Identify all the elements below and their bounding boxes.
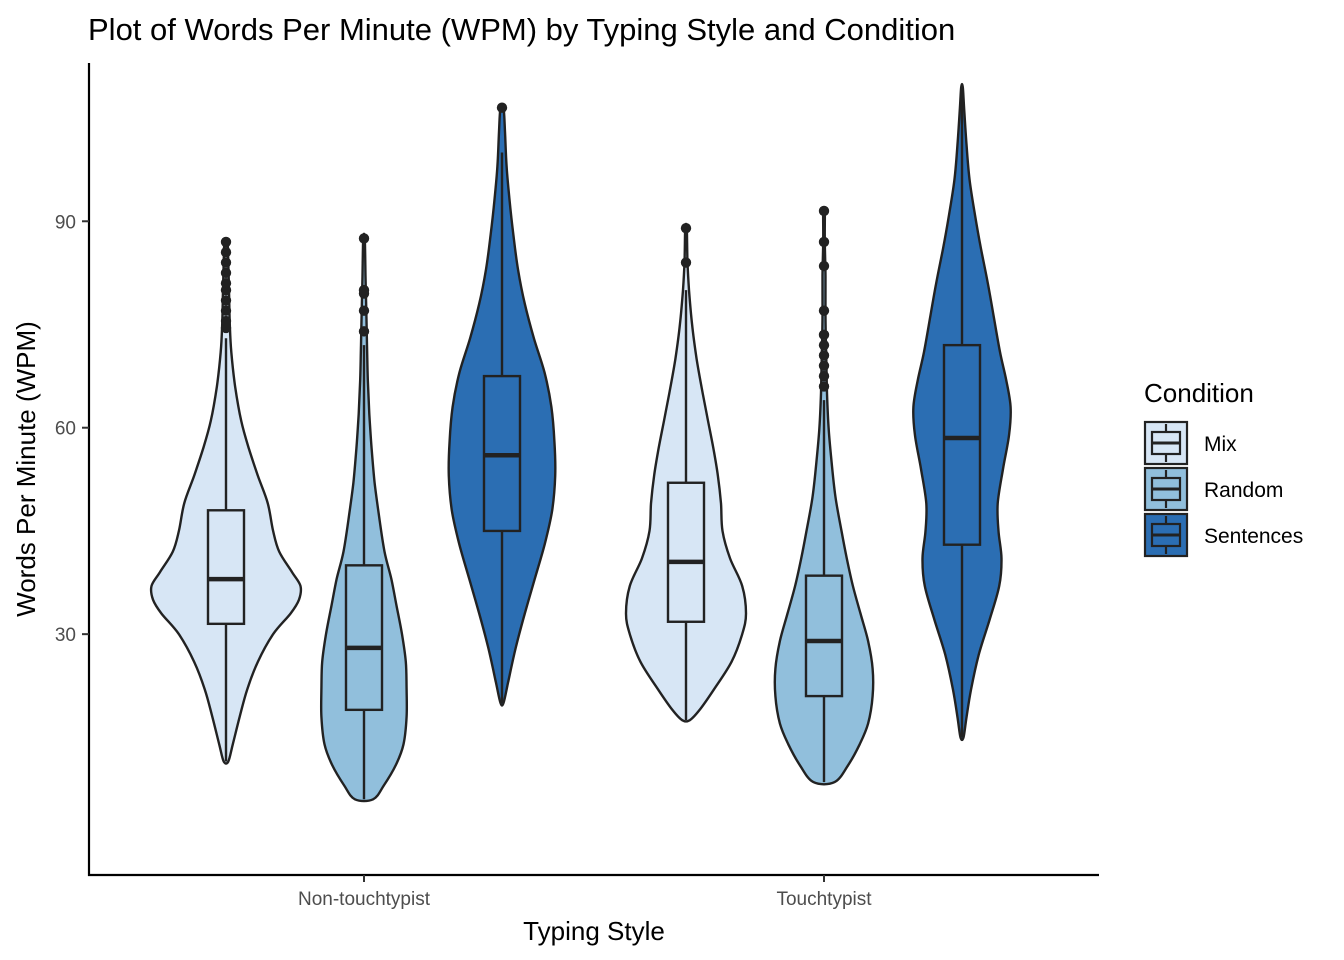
x-axis-title: Typing Style (523, 916, 665, 946)
violin-group-touchtypist-sentences (912, 82, 1012, 742)
violin-group-touchtypist-random (773, 205, 875, 786)
violin-group-non-touchtypist-mix (149, 236, 303, 765)
outlier-point-non-touchtypist-mix-7 (220, 257, 232, 268)
legend-item-random: Random (1143, 466, 1283, 512)
box-touchtypist-random (804, 574, 844, 698)
outlier-point-non-touchtypist-mix-3 (220, 295, 232, 306)
box-touchtypist-sentences (942, 343, 982, 546)
legend-item-sentences: Sentences (1143, 512, 1303, 558)
outlier-point-touchtypist-random-8 (818, 236, 830, 248)
outlier-point-non-touchtypist-random-3 (358, 284, 370, 296)
violin-group-non-touchtypist-sentences (447, 102, 557, 707)
y-axis-ticks: 30 60 90 (55, 212, 89, 646)
outlier-point-touchtypist-random-2 (818, 360, 830, 371)
y-tick-label-90: 90 (55, 212, 76, 233)
outlier-point-touchtypist-random-9 (818, 205, 830, 217)
outlier-point-non-touchtypist-random-4 (358, 233, 370, 244)
y-tick-label-30: 30 (55, 625, 76, 646)
legend-title: Condition (1144, 378, 1254, 408)
legend: Condition Mix Random Sentences (1143, 378, 1303, 558)
violin-group-touchtypist-mix (624, 222, 748, 723)
x-axis-ticks: Non-touchtypist Touchtypist (298, 875, 872, 910)
outlier-point-touchtypist-random-0 (818, 381, 830, 392)
x-tick-label-non-touchtypist: Non-touchtypist (298, 889, 431, 910)
legend-label-random: Random (1204, 479, 1283, 502)
legend-items: Mix Random Sentences (1143, 420, 1303, 558)
box-non-touchtypist-random (344, 564, 384, 712)
outlier-point-touchtypist-random-5 (818, 329, 830, 341)
y-axis-title: Words Per Minute (WPM) (11, 321, 41, 617)
plot-area (149, 82, 1012, 803)
legend-item-mix: Mix (1143, 420, 1237, 466)
outlier-point-non-touchtypist-mix-5 (220, 278, 232, 289)
violin-group-non-touchtypist-random (319, 232, 409, 803)
outlier-point-touchtypist-mix-0 (680, 257, 692, 268)
x-tick-label-touchtypist: Touchtypist (776, 889, 872, 910)
outlier-point-non-touchtypist-mix-8 (220, 247, 232, 258)
chart-title: Plot of Words Per Minute (WPM) by Typing… (88, 12, 955, 47)
outlier-point-non-touchtypist-random-1 (358, 305, 370, 316)
outlier-point-non-touchtypist-mix-9 (220, 236, 232, 248)
outlier-point-non-touchtypist-mix-1 (220, 315, 232, 327)
box-touchtypist-mix (666, 481, 706, 623)
outlier-point-non-touchtypist-sentences-0 (496, 102, 508, 113)
box-non-touchtypist-mix (206, 509, 246, 626)
outlier-point-touchtypist-random-4 (818, 339, 830, 351)
legend-label-mix: Mix (1204, 433, 1237, 456)
y-tick-label-60: 60 (55, 419, 76, 440)
outlier-point-touchtypist-mix-1 (680, 222, 692, 234)
outlier-point-touchtypist-random-6 (818, 305, 830, 316)
outlier-point-non-touchtypist-mix-2 (220, 305, 232, 316)
outlier-point-touchtypist-random-1 (818, 370, 830, 382)
outlier-point-touchtypist-random-3 (818, 350, 830, 361)
outlier-point-non-touchtypist-mix-6 (220, 267, 232, 279)
legend-label-sentences: Sentences (1204, 525, 1303, 548)
outlier-point-touchtypist-random-7 (818, 260, 830, 272)
outlier-point-non-touchtypist-random-0 (358, 326, 370, 337)
